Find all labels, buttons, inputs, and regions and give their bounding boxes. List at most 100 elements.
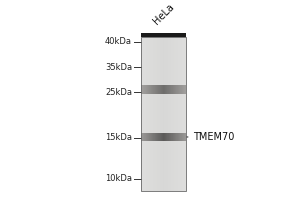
Bar bbox=[165, 37, 166, 191]
Bar bbox=[170, 37, 171, 191]
Bar bbox=[156, 37, 157, 191]
Bar bbox=[175, 37, 176, 191]
Bar bbox=[149, 85, 150, 94]
Bar bbox=[159, 37, 160, 191]
Bar bbox=[165, 133, 166, 141]
Bar bbox=[145, 133, 146, 141]
Bar bbox=[153, 85, 154, 94]
Bar bbox=[171, 85, 172, 94]
Bar bbox=[144, 133, 145, 141]
Bar bbox=[156, 85, 157, 94]
Bar bbox=[157, 85, 158, 94]
Bar bbox=[172, 133, 173, 141]
Bar bbox=[168, 37, 169, 191]
Bar bbox=[165, 85, 166, 94]
Bar bbox=[144, 85, 145, 94]
Bar bbox=[162, 85, 163, 94]
Bar bbox=[177, 85, 178, 94]
Bar bbox=[168, 85, 169, 94]
Bar bbox=[174, 37, 175, 191]
Bar bbox=[178, 85, 179, 94]
Bar bbox=[179, 37, 180, 191]
Bar bbox=[158, 85, 159, 94]
Bar bbox=[183, 133, 184, 141]
Bar bbox=[148, 85, 149, 94]
Bar bbox=[180, 85, 181, 94]
Bar bbox=[144, 133, 145, 141]
Bar bbox=[175, 85, 176, 94]
Bar bbox=[154, 37, 155, 191]
Bar bbox=[146, 37, 147, 191]
Bar bbox=[180, 133, 181, 141]
Bar bbox=[166, 133, 167, 141]
Text: HeLa: HeLa bbox=[151, 2, 176, 27]
Bar bbox=[167, 85, 168, 94]
Bar bbox=[168, 133, 169, 141]
Bar bbox=[160, 133, 161, 141]
Bar bbox=[151, 133, 152, 141]
Bar bbox=[172, 37, 173, 191]
Bar bbox=[158, 85, 159, 94]
Bar bbox=[148, 133, 149, 141]
Bar bbox=[167, 133, 168, 141]
Bar bbox=[173, 37, 174, 191]
Bar bbox=[182, 133, 183, 141]
Bar bbox=[179, 85, 180, 94]
Bar bbox=[158, 133, 159, 141]
Bar bbox=[149, 37, 150, 191]
Bar bbox=[152, 133, 153, 141]
Bar bbox=[156, 37, 157, 191]
Bar bbox=[149, 85, 150, 94]
Bar bbox=[151, 37, 152, 191]
Bar bbox=[164, 37, 165, 191]
Bar bbox=[157, 133, 158, 141]
Bar bbox=[145, 85, 146, 94]
Bar bbox=[182, 37, 183, 191]
Bar bbox=[184, 37, 185, 191]
Bar bbox=[150, 37, 151, 191]
Bar bbox=[161, 133, 162, 141]
Bar bbox=[179, 133, 180, 141]
Bar bbox=[183, 133, 184, 141]
Bar bbox=[155, 37, 156, 191]
Bar bbox=[153, 85, 154, 94]
Bar bbox=[184, 85, 185, 94]
Text: 15kDa: 15kDa bbox=[105, 133, 132, 142]
Bar bbox=[162, 133, 163, 141]
Bar bbox=[143, 37, 144, 191]
Bar bbox=[162, 37, 163, 191]
Bar bbox=[152, 37, 153, 191]
Bar bbox=[149, 133, 150, 141]
Bar bbox=[145, 37, 146, 191]
Bar bbox=[156, 85, 157, 94]
Bar bbox=[181, 85, 182, 94]
Bar bbox=[143, 85, 144, 94]
Bar bbox=[160, 85, 161, 94]
Bar bbox=[174, 133, 175, 141]
Bar bbox=[183, 37, 184, 191]
Bar bbox=[176, 85, 177, 94]
Bar bbox=[147, 133, 148, 141]
Bar bbox=[182, 37, 183, 191]
Bar bbox=[160, 37, 161, 191]
Bar bbox=[159, 133, 160, 141]
Bar bbox=[172, 37, 173, 191]
Bar bbox=[165, 133, 166, 141]
Bar bbox=[182, 85, 183, 94]
Bar bbox=[146, 85, 147, 94]
Bar bbox=[153, 133, 154, 141]
Bar bbox=[152, 85, 153, 94]
Bar bbox=[185, 85, 186, 94]
Bar bbox=[175, 133, 176, 141]
Text: TMEM70: TMEM70 bbox=[186, 132, 235, 142]
Bar bbox=[171, 133, 172, 141]
Bar bbox=[157, 133, 158, 141]
Bar bbox=[176, 37, 177, 191]
Bar bbox=[180, 133, 181, 141]
Bar bbox=[166, 85, 167, 94]
Text: 10kDa: 10kDa bbox=[105, 174, 132, 183]
Bar bbox=[185, 133, 186, 141]
Bar bbox=[150, 133, 151, 141]
Bar bbox=[181, 37, 182, 191]
Bar bbox=[172, 85, 173, 94]
